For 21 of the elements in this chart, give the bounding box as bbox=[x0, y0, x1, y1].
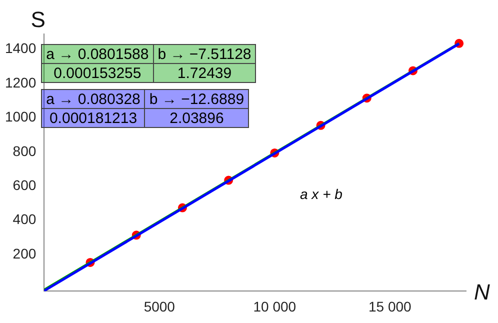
x-tick-label: 5000 bbox=[144, 298, 176, 314]
y-axis-title: S bbox=[30, 7, 46, 32]
y-tick-label: 600 bbox=[12, 176, 36, 193]
x-tick-label: 15 000 bbox=[368, 298, 412, 314]
annotation: 2.03896 bbox=[144, 108, 249, 128]
x-axis-title: N bbox=[474, 279, 490, 304]
y-tick-label: 1400 bbox=[4, 40, 36, 56]
annotation: b → −7.51128 bbox=[153, 44, 256, 64]
y-tick-label: 800 bbox=[12, 142, 36, 159]
annotation: 0.000153255 bbox=[42, 64, 154, 83]
x-tick-label: 10 000 bbox=[253, 298, 296, 314]
y-tick-label: 400 bbox=[12, 211, 36, 228]
y-tick-label: 1200 bbox=[4, 74, 36, 90]
annotation: 0.000181213 bbox=[42, 108, 145, 128]
annotation: a → 0.080328 bbox=[42, 90, 145, 109]
y-tick-label: 1000 bbox=[4, 108, 36, 125]
annotation: a x + b bbox=[300, 186, 342, 202]
annotation: b → −12.6889 bbox=[144, 90, 249, 109]
y-tick-label: 200 bbox=[12, 245, 36, 262]
annotation: 1.72439 bbox=[153, 64, 256, 83]
annotation: a → 0.0801588 bbox=[42, 44, 154, 64]
